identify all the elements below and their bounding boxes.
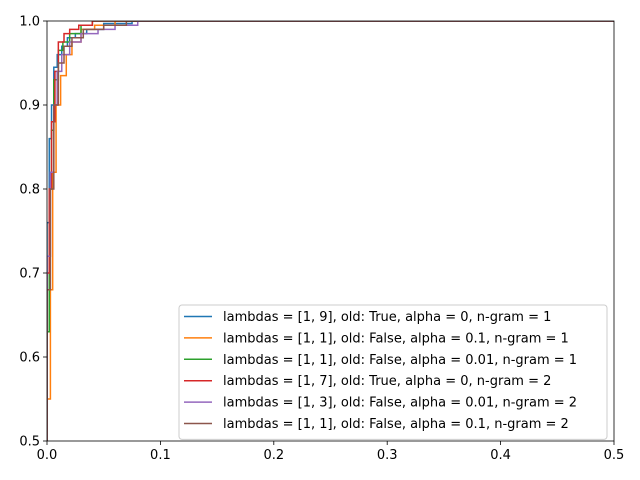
legend-box (178, 304, 608, 440)
plot-frame (46, 20, 615, 442)
x-tick-label: 0.0 (37, 448, 58, 463)
y-tick-label: 0.9 (19, 99, 40, 114)
legend-label-6: lambdas = [1, 1], old: False, alpha = 0.… (223, 417, 569, 432)
x-tick-label: 0.5 (604, 448, 625, 463)
y-tick-label: 1.0 (19, 15, 40, 30)
y-tick-label: 0.8 (19, 183, 40, 198)
legend-label-1: lambdas = [1, 9], old: True, alpha = 0, … (223, 310, 551, 325)
series-layer (47, 21, 614, 441)
legend-label-4: lambdas = [1, 7], old: True, alpha = 0, … (223, 374, 551, 389)
x-axis: 0.0 0.1 0.2 0.3 0.4 0.5 (37, 441, 625, 463)
series-line-5 (47, 21, 614, 441)
y-tick-label: 0.7 (19, 267, 40, 282)
series-line-2 (47, 21, 614, 441)
legend-label-3: lambdas = [1, 1], old: False, alpha = 0.… (223, 353, 577, 368)
legend: lambdas = [1, 9], old: True, alpha = 0, … (178, 304, 608, 440)
y-axis: 0.5 0.6 0.7 0.8 0.9 1.0 (19, 15, 47, 450)
x-tick-label: 0.4 (490, 448, 511, 463)
legend-label-5: lambdas = [1, 3], old: False, alpha = 0.… (223, 396, 577, 411)
x-tick-label: 0.1 (150, 448, 171, 463)
y-tick-label: 0.5 (19, 435, 40, 450)
legend-label-2: lambdas = [1, 1], old: False, alpha = 0.… (223, 331, 569, 346)
x-tick-label: 0.3 (377, 448, 398, 463)
y-tick-label: 0.6 (19, 351, 40, 366)
series-line-4 (47, 21, 614, 441)
x-tick-label: 0.2 (263, 448, 284, 463)
series-line-6 (47, 21, 614, 441)
